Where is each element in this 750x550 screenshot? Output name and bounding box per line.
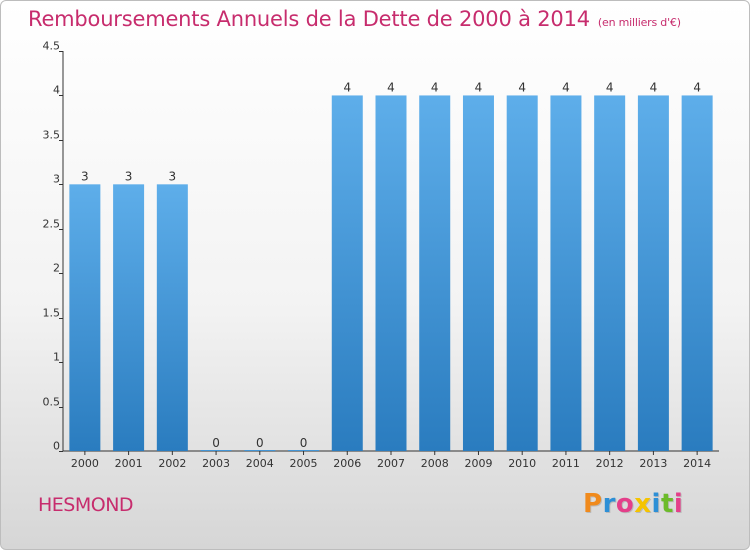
data-label: 3 [81, 169, 89, 183]
y-tick-label: 1 [53, 351, 60, 364]
bar [69, 184, 101, 452]
logo-letter: i [673, 489, 684, 519]
y-tick-label: 1.5 [43, 307, 61, 320]
data-label: 3 [125, 169, 133, 183]
title-text: Remboursements Annuels de la Dette de 20… [28, 7, 590, 31]
data-label: 0 [256, 436, 264, 450]
bar [288, 450, 320, 451]
logo-letter: r [602, 489, 616, 519]
x-tick-label: 2004 [246, 457, 274, 470]
bar [156, 184, 188, 452]
data-label: 4 [431, 80, 439, 94]
y-tick-label: 2 [53, 262, 60, 275]
logo-letter: t [660, 489, 674, 519]
bar [681, 95, 713, 451]
data-label: 4 [693, 80, 701, 94]
x-tick-label: 2002 [158, 457, 186, 470]
bar [637, 95, 669, 451]
bar [375, 95, 407, 451]
data-label: 4 [650, 80, 658, 94]
bar [419, 95, 451, 451]
logo-letter: x [634, 489, 652, 519]
data-label: 4 [387, 80, 395, 94]
x-tick-label: 2013 [639, 457, 667, 470]
x-tick-label: 2003 [202, 457, 230, 470]
y-tick-label: 0 [53, 440, 60, 453]
logo-letter: P [583, 489, 603, 519]
x-tick-label: 2006 [333, 457, 361, 470]
data-label: 4 [606, 80, 614, 94]
y-tick-label: 0.5 [43, 396, 61, 409]
y-tick-label: 2.5 [43, 218, 61, 231]
unit-label: (en milliers d'€) [597, 16, 681, 29]
bar [331, 95, 363, 451]
x-tick-label: 2010 [508, 457, 536, 470]
data-label: 0 [212, 436, 220, 450]
bar [506, 95, 538, 451]
x-tick-label: 2000 [71, 457, 99, 470]
y-tick-label: 3.5 [43, 129, 61, 142]
data-label: 4 [562, 80, 570, 94]
y-tick-label: 3 [53, 173, 60, 186]
chart-title: Remboursements Annuels de la Dette de 20… [28, 7, 681, 31]
data-label: 4 [518, 80, 526, 94]
proxiti-logo: Proxiti [583, 489, 683, 519]
data-label: 4 [343, 80, 351, 94]
x-tick-label: 2014 [683, 457, 711, 470]
data-label: 0 [300, 436, 308, 450]
logo-letter: i [651, 489, 661, 519]
bars [69, 95, 713, 452]
x-tick-label: 2012 [596, 457, 624, 470]
x-tick-label: 2008 [421, 457, 449, 470]
logo-letter: o [615, 489, 635, 519]
bar [550, 95, 582, 451]
bar [113, 184, 145, 452]
data-label: 4 [475, 80, 483, 94]
bar [244, 450, 276, 451]
x-tick-label: 2011 [552, 457, 580, 470]
bar [200, 450, 232, 451]
y-tick-label: 4.5 [43, 40, 61, 53]
y-tick-label: 4 [53, 84, 60, 97]
labels: 3 2000 3 2001 3 2002 0 2003 0 2004 0 2005 4 2006 4 2007… [71, 80, 711, 470]
x-tick-label: 2005 [290, 457, 318, 470]
data-label: 3 [169, 169, 177, 183]
x-tick-label: 2001 [115, 457, 143, 470]
bar [594, 95, 626, 451]
bar [462, 95, 494, 451]
x-tick-label: 2009 [464, 457, 492, 470]
commune-name: HESMOND [38, 494, 134, 516]
x-tick-label: 2007 [377, 457, 405, 470]
